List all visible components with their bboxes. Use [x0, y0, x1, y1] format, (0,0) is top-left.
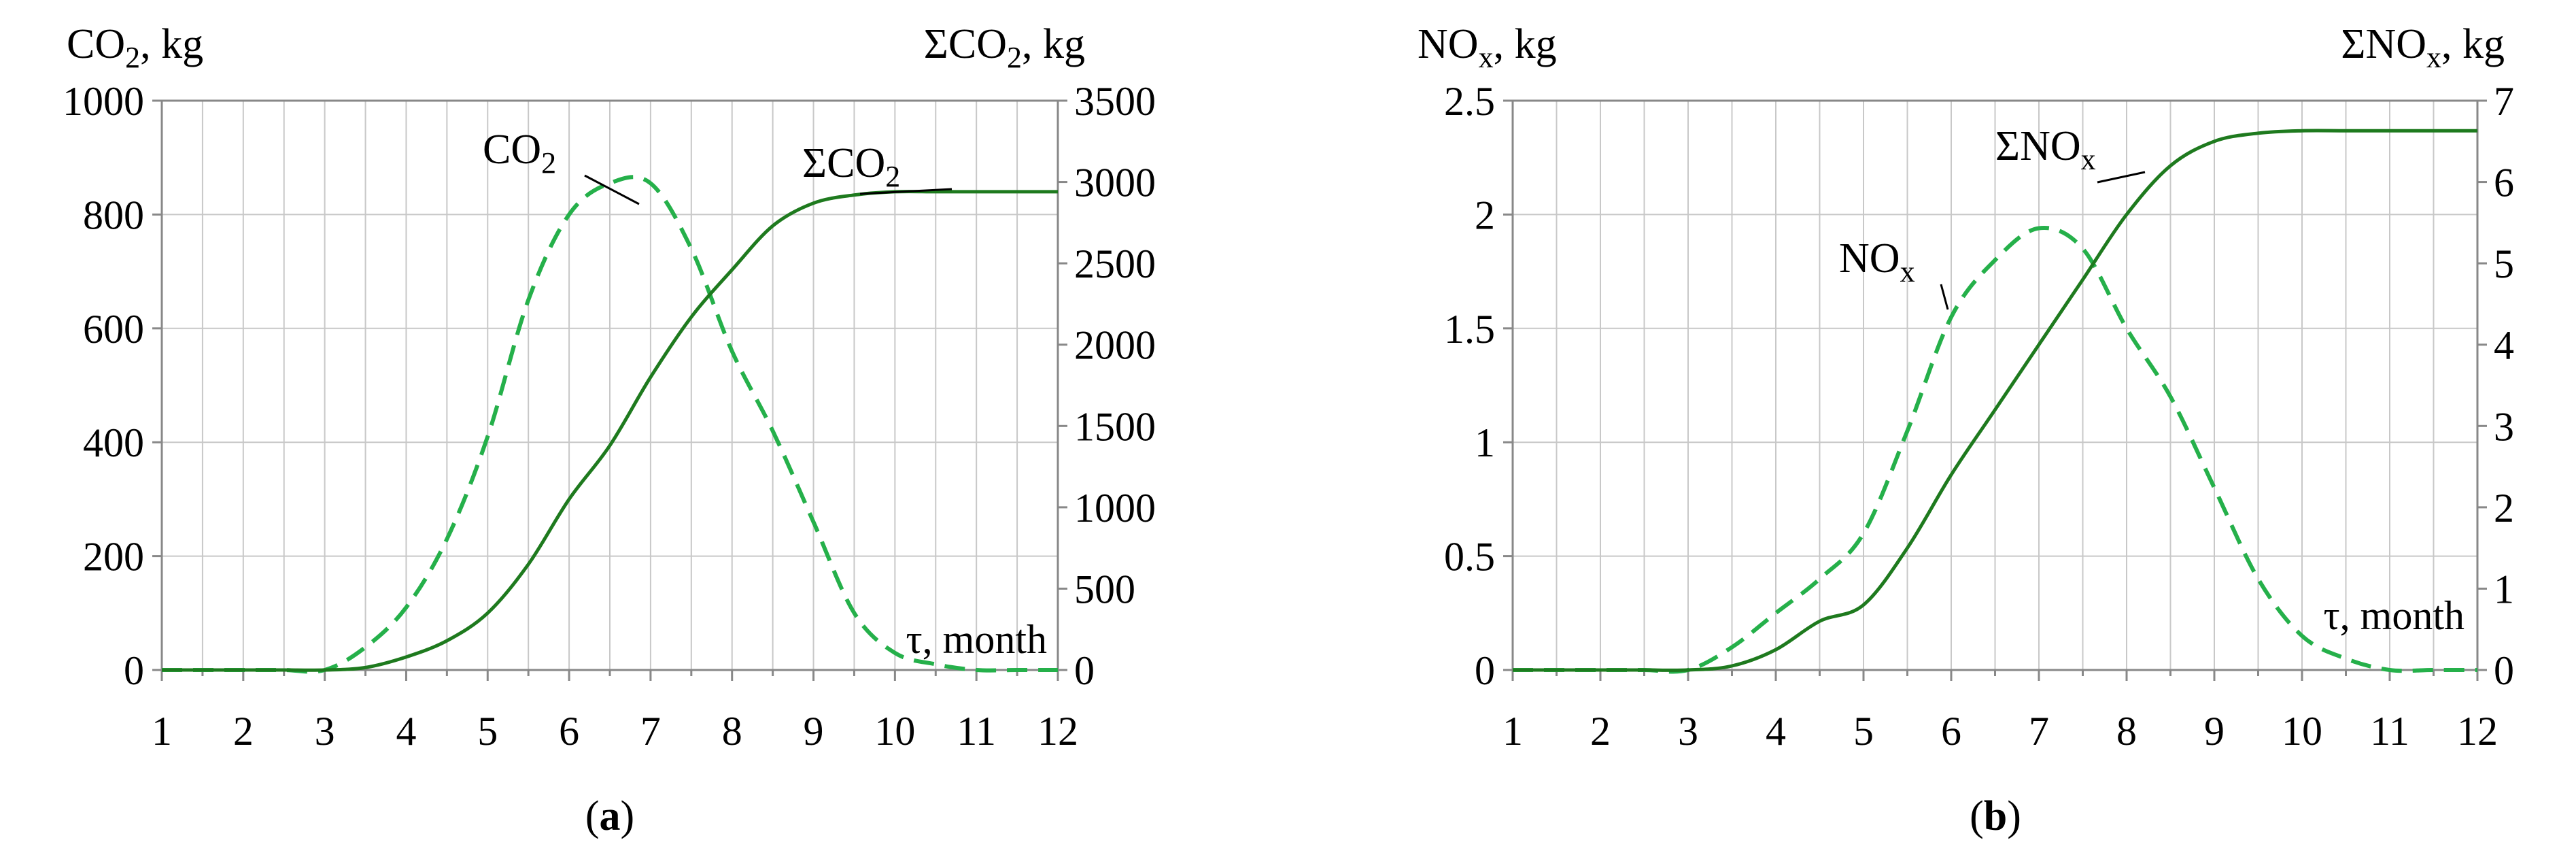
x-tick-label: 7: [640, 709, 661, 754]
right-tick-label: 4: [2494, 323, 2514, 368]
series-label-main: ΣNO: [1995, 123, 2081, 169]
panel-label: (b): [1970, 793, 2021, 839]
right-tick-label: 2500: [1074, 241, 1156, 286]
left-tick-label: 1: [1475, 420, 1495, 465]
left-axis-title-tail: , kg: [140, 21, 203, 67]
x-tick-label: 6: [1941, 709, 1961, 754]
x-tick-label: 12: [1037, 709, 1078, 754]
right-tick-label: 0: [1074, 648, 1095, 693]
right-tick-label: 1500: [1074, 404, 1156, 449]
series-label-sub: 2: [885, 160, 900, 193]
panel-label-close: ): [2007, 793, 2021, 839]
left-tick-label: 2: [1475, 192, 1495, 237]
right-tick-label: 0: [2494, 648, 2514, 693]
x-tick-label: 8: [722, 709, 742, 754]
right-tick-label: 3500: [1074, 79, 1156, 124]
x-axis-title: τ, month: [906, 617, 1047, 662]
right-axis-title-sub: x: [2426, 41, 2441, 74]
left-axis-title-tail: , kg: [1494, 21, 1557, 67]
x-tick-label: 8: [2116, 709, 2137, 754]
left-tick-label: 600: [83, 307, 144, 352]
right-tick-label: 2: [2494, 486, 2514, 531]
right-tick-label: 3: [2494, 404, 2514, 449]
right-axis-title-main: ΣNO: [2341, 21, 2426, 67]
left-axis-title-sub: 2: [125, 41, 140, 74]
series-label-sub: x: [1900, 255, 1915, 288]
series-label-main: ΣCO: [802, 140, 885, 186]
series-label-sub: x: [2081, 143, 2096, 176]
x-tick-label: 7: [2029, 709, 2049, 754]
panel-label-letter: a: [600, 793, 621, 839]
left-tick-label: 0: [124, 648, 144, 693]
series-label-sub: 2: [541, 146, 556, 180]
left-tick-label: 0.5: [1444, 535, 1495, 580]
left-tick-label: 2.5: [1444, 79, 1495, 124]
panel-label-open: (: [1970, 793, 1984, 839]
right-tick-label: 5: [2494, 241, 2514, 286]
left-tick-label: 800: [83, 192, 144, 237]
x-tick-label: 9: [804, 709, 824, 754]
series-label: ΣNOx: [1995, 123, 2096, 176]
series-line-emission: [1513, 225, 2477, 674]
series-label: NOx: [1839, 235, 1915, 288]
right-axis-title-main: ΣCO: [924, 21, 1007, 67]
right-tick-label: 1000: [1074, 486, 1156, 531]
right-tick-label: 2000: [1074, 323, 1156, 368]
left-axis-title: CO2, kg: [67, 21, 203, 74]
x-tick-label: 3: [1678, 709, 1698, 754]
series-label-main: CO: [483, 127, 541, 173]
right-axis-title-tail: , kg: [1022, 21, 1085, 67]
x-tick-label: 9: [2204, 709, 2225, 754]
left-tick-label: 1000: [63, 79, 144, 124]
x-tick-label: 12: [2457, 709, 2498, 754]
left-axis-title-main: NO: [1418, 21, 1479, 67]
series-leader-line: [1940, 284, 1949, 310]
panel-label: (a): [585, 793, 634, 839]
panel-label-letter: b: [1984, 793, 2007, 839]
x-tick-label: 10: [2282, 709, 2322, 754]
series-label-main: NO: [1839, 235, 1900, 282]
series-leader-line: [584, 174, 640, 205]
left-axis-title: NOx, kg: [1418, 21, 1557, 74]
series-leader-line: [859, 188, 952, 195]
x-tick-label: 10: [874, 709, 915, 754]
right-tick-label: 7: [2494, 79, 2514, 124]
x-tick-label: 11: [2370, 709, 2409, 754]
x-tick-label: 2: [1590, 709, 1611, 754]
x-tick-label: 6: [559, 709, 579, 754]
x-tick-label: 4: [396, 709, 416, 754]
left-tick-label: 200: [83, 535, 144, 580]
right-axis-title: ΣCO2, kg: [924, 21, 1085, 74]
x-tick-label: 5: [477, 709, 498, 754]
x-tick-label: 11: [957, 709, 996, 754]
panel-label-open: (: [585, 793, 600, 839]
series-label: CO2: [483, 127, 556, 180]
x-tick-label: 1: [1502, 709, 1523, 754]
x-tick-label: 1: [152, 709, 172, 754]
left-tick-label: 400: [83, 420, 144, 465]
x-tick-label: 5: [1853, 709, 1874, 754]
right-tick-label: 6: [2494, 161, 2514, 205]
right-axis-title-tail: , kg: [2441, 21, 2505, 67]
series-line-cumulative: [1513, 129, 2477, 672]
left-axis-title-sub: x: [1479, 41, 1494, 74]
x-tick-label: 3: [315, 709, 335, 754]
right-tick-label: 1: [2494, 567, 2514, 611]
x-tick-label: 2: [233, 709, 254, 754]
left-tick-label: 1.5: [1444, 307, 1495, 352]
series-label: ΣCO2: [802, 140, 900, 193]
x-tick-label: 4: [1766, 709, 1786, 754]
chart-panel-a: 0 200 400 600 800 1000 0 500 1000 1500 2000 2500 300…: [63, 21, 1156, 839]
right-tick-label: 3000: [1074, 161, 1156, 205]
right-tick-label: 500: [1074, 567, 1135, 611]
series-leader-line: [2097, 171, 2146, 184]
left-tick-label: 0: [1475, 648, 1495, 693]
panel-label-close: ): [621, 793, 635, 839]
right-axis-title-sub: 2: [1007, 41, 1022, 74]
left-axis-title-main: CO: [67, 21, 125, 67]
x-axis-title: τ, month: [2324, 593, 2465, 638]
right-axis-title: ΣNOx, kg: [2341, 21, 2505, 74]
